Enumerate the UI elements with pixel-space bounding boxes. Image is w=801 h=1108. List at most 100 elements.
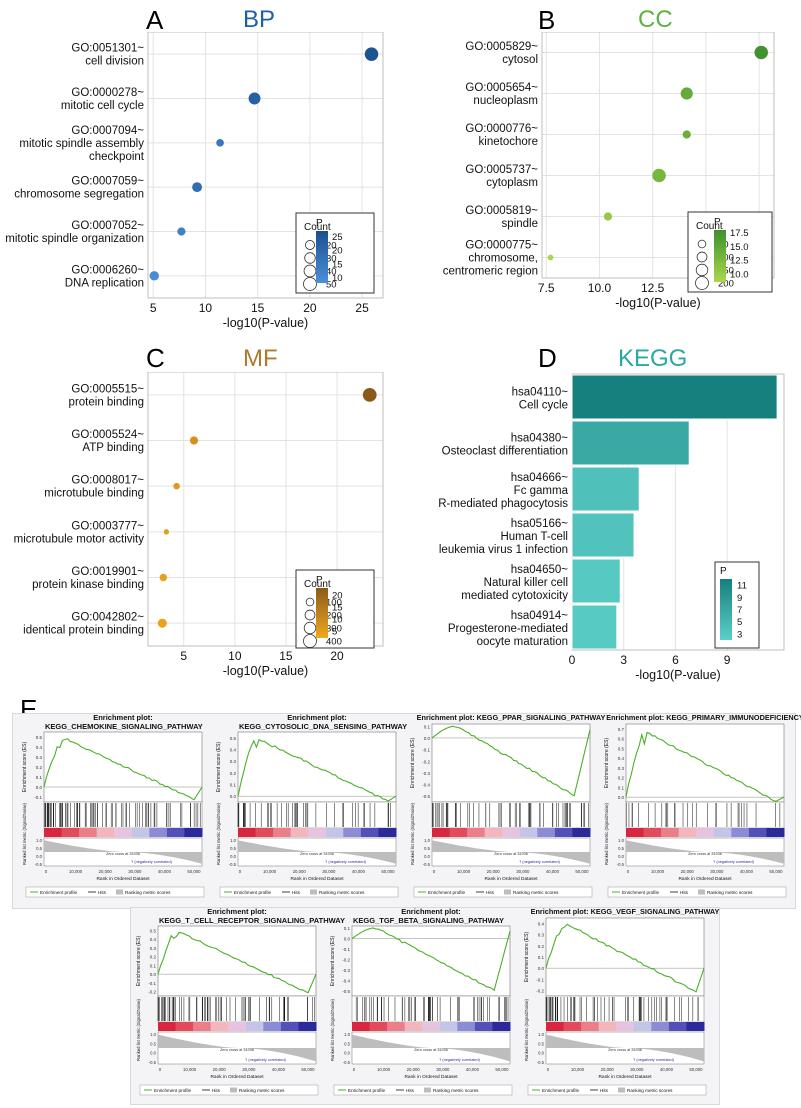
rank-axis-label: Ranked list metric (Signal2Noise) (216, 802, 221, 865)
rank-color-cell (731, 828, 749, 837)
es-y-tick: 0.5 (230, 736, 237, 741)
es-y-tick: 0.1 (344, 926, 351, 931)
rank-y-tick: -0.5 (35, 862, 43, 867)
negative-label: 'l' (negatively correlated) (325, 860, 367, 864)
rank-y-tick: -0.5 (229, 862, 237, 867)
rank-color-cell (79, 828, 97, 837)
gsea-title-line2: KEGG_CYTOSOLIC_DNA_SENSING_PATHWAY (239, 722, 407, 731)
x-tick: 50,000 (575, 869, 589, 874)
rank-y-tick: 0.5 (36, 846, 42, 851)
rank-color-cell (440, 1022, 458, 1031)
rank-color-cell (475, 1022, 493, 1031)
es-y-tick: -0.2 (422, 759, 430, 764)
x-axis-label: Rank in Ordered Dataset (290, 876, 344, 882)
x-tick: 10,000 (571, 1067, 585, 1072)
rank-y-tick: 0.0 (150, 1051, 156, 1056)
rank-y-tick: 0.5 (618, 846, 624, 851)
es-y-tick: -0.1 (422, 748, 430, 753)
es-axis-label: Enrichment score (ES) (604, 738, 610, 789)
rank-color-cell (281, 1022, 299, 1031)
gsea-plot: Enrichment plot:KEGG_T_CELL_RECEPTOR_SIG… (136, 907, 345, 1095)
es-y-tick: 0.3 (36, 755, 43, 760)
es-y-tick: -0.4 (422, 783, 430, 788)
rank-color-cell (387, 1022, 405, 1031)
x-tick: 20,000 (407, 1067, 421, 1072)
legend-hits-label: Hits (292, 890, 301, 895)
es-y-tick: 0.5 (150, 928, 157, 933)
rank-color-cell (502, 828, 520, 837)
rank-color-cell (149, 828, 167, 837)
es-y-tick: 0.4 (230, 748, 237, 753)
rank-color-cell (62, 828, 80, 837)
es-y-tick: -0.1 (34, 795, 42, 800)
rank-color-cell (686, 1022, 704, 1031)
legend-rank-label: Ranking metric scores (433, 1088, 479, 1093)
rank-color-cell (564, 1022, 582, 1031)
rank-y-tick: -0.5 (617, 862, 625, 867)
rank-y-tick: 1.0 (36, 838, 42, 843)
rank-color-cell (572, 828, 590, 837)
es-axis-label: Enrichment score (ES) (524, 932, 530, 983)
rank-color-cell (450, 828, 468, 837)
rank-color-cell (485, 828, 503, 837)
es-y-tick: 0.7 (618, 727, 625, 732)
rank-color-cell (167, 828, 185, 837)
legend-profile-label: Enrichment profile (154, 1088, 191, 1093)
x-tick: 30,000 (516, 869, 530, 874)
legend-hits-label: Hits (98, 890, 107, 895)
rank-color-cell (599, 1022, 617, 1031)
es-y-tick: 0.2 (538, 944, 545, 949)
es-y-tick: -0.1 (536, 977, 544, 982)
rank-color-cell (291, 828, 309, 837)
es-y-tick: -0.5 (342, 989, 350, 994)
rank-color-cell (467, 828, 485, 837)
es-y-tick: 0.4 (538, 922, 545, 927)
x-tick: 40,000 (352, 869, 366, 874)
legend-rank-label: Ranking metric scores (707, 890, 753, 895)
gsea-title-line2: KEGG_CHEMOKINE_SIGNALING_PATHWAY (45, 722, 203, 731)
rank-color-cell (749, 828, 767, 837)
x-tick: 30,000 (322, 869, 336, 874)
legend-profile-label: Enrichment profile (542, 1088, 579, 1093)
rank-color-cell (555, 828, 573, 837)
es-panel (546, 918, 704, 996)
x-tick: 20,000 (681, 869, 695, 874)
es-y-tick: 0.0 (150, 972, 157, 977)
legend-profile-label: Enrichment profile (234, 890, 271, 895)
zero-cross-label: Zero cross at 31936 (688, 852, 722, 856)
zero-cross-label: Zero cross at 31936 (220, 1048, 254, 1052)
rank-y-tick: -0.5 (537, 1060, 545, 1065)
x-axis-label: Rank in Ordered Dataset (210, 1074, 264, 1080)
rank-y-tick: 1.0 (344, 1032, 350, 1037)
x-axis-label: Rank in Ordered Dataset (598, 1074, 652, 1080)
es-y-tick: -0.2 (536, 988, 544, 993)
rank-color-cell (228, 1022, 246, 1031)
x-tick: 20,000 (213, 1067, 227, 1072)
rank-color-cell (546, 1022, 564, 1031)
es-y-tick: 0.0 (618, 795, 625, 800)
x-tick: 0 (45, 869, 48, 874)
rank-color-cell (696, 828, 714, 837)
x-tick: 10,000 (651, 869, 665, 874)
rank-color-cell (211, 1022, 229, 1031)
rank-color-cell (352, 1022, 370, 1031)
x-axis-label: Rank in Ordered Dataset (96, 876, 150, 882)
legend-rank-swatch (504, 890, 511, 895)
rank-color-cell (273, 828, 291, 837)
zero-cross-label: Zero cross at 31936 (494, 852, 528, 856)
x-tick: 20,000 (487, 869, 501, 874)
legend-hits-label: Hits (600, 1088, 609, 1093)
legend-rank-swatch (618, 1088, 625, 1093)
rank-axis-label: Ranked list metric (Signal2Noise) (524, 998, 529, 1061)
rank-y-tick: 0.5 (424, 846, 430, 851)
es-y-tick: 0.2 (230, 771, 237, 776)
rank-color-cell (256, 828, 274, 837)
negative-label: 'l' (negatively correlated) (439, 1058, 481, 1062)
rank-axis-label: Ranked list metric (Signal2Noise) (410, 802, 415, 865)
gsea-plot: Enrichment plot:KEGG_CHEMOKINE_SIGNALING… (22, 713, 204, 897)
es-y-tick: 0.2 (618, 776, 625, 781)
legend-profile-label: Enrichment profile (40, 890, 77, 895)
gsea-title-line1: Enrichment plot: (93, 713, 153, 722)
rank-color-cell (308, 828, 326, 837)
es-y-tick: 0.4 (36, 745, 43, 750)
